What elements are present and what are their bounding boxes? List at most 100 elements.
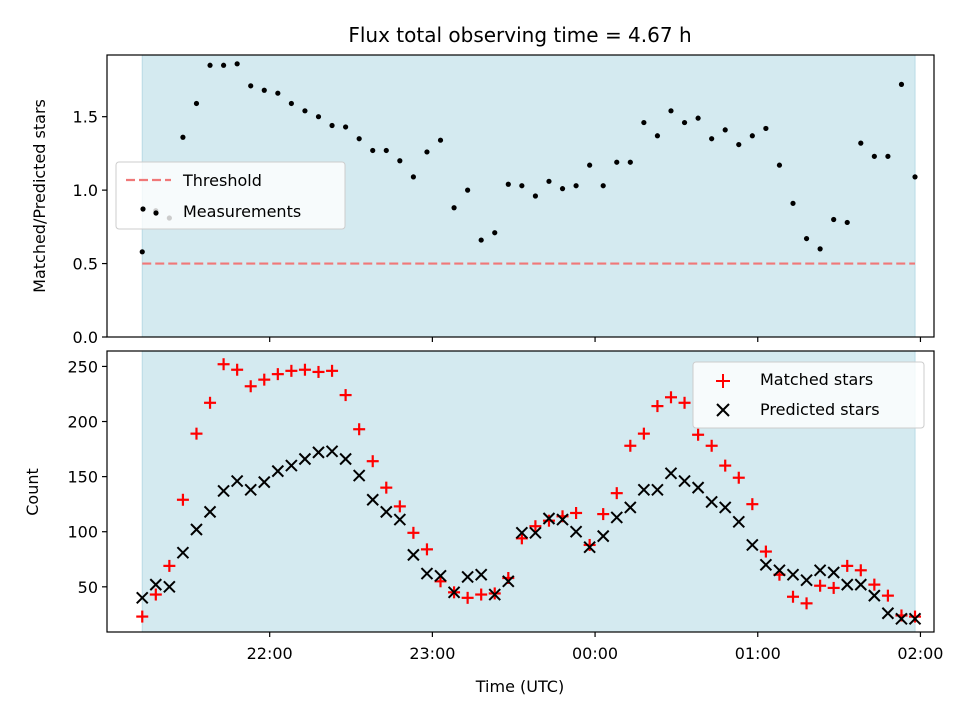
- top-y-ticks: 0.0 0.5 1.0 1.5: [73, 108, 107, 347]
- measurement-point: [776, 162, 783, 168]
- matched-star-point: [366, 455, 379, 468]
- matched-star-point: [746, 498, 759, 511]
- matched-star-point: [217, 358, 230, 371]
- measurement-point: [559, 186, 566, 192]
- measurement-point: [614, 159, 620, 165]
- matched-star-point: [190, 427, 203, 440]
- matched-star-point: [759, 545, 772, 558]
- predicted-star-point: [908, 612, 922, 625]
- measurement-point: [193, 100, 200, 107]
- predicted-stars-points: [136, 445, 922, 625]
- measurement-point: [207, 62, 213, 68]
- predicted-star-point: [176, 546, 190, 559]
- predicted-star-point: [407, 548, 420, 562]
- predicted-star-point: [461, 570, 474, 584]
- measurement-point: [410, 174, 416, 180]
- predicted-star-point: [217, 484, 230, 498]
- matched-star-point: [624, 439, 637, 452]
- measurement-point: [749, 133, 755, 139]
- predicted-star-point: [664, 467, 678, 480]
- predicted-star-point: [854, 578, 867, 591]
- predicted-star-point: [244, 483, 257, 497]
- measurement-point: [424, 149, 430, 155]
- legend-matched-label: Matched stars: [760, 370, 873, 389]
- predicted-star-point: [895, 612, 908, 625]
- measurement-point: [302, 108, 308, 114]
- matched-star-point: [407, 526, 420, 539]
- predicted-star-point: [271, 464, 285, 478]
- predicted-star-point: [881, 607, 895, 620]
- measurement-point: [343, 124, 349, 130]
- predicted-star-point: [298, 452, 312, 466]
- matched-star-point: [244, 380, 257, 393]
- bottom-y-tick-label: 200: [67, 413, 98, 432]
- matched-star-point: [176, 493, 189, 506]
- matched-star-point: [420, 543, 433, 556]
- legend-matched-swatch: [716, 374, 730, 388]
- measurement-point: [478, 237, 484, 243]
- measurement-point: [505, 181, 511, 187]
- predicted-star-point: [569, 525, 583, 538]
- top-y-tick-label: 1.5: [73, 108, 98, 127]
- predicted-star-point: [366, 493, 379, 506]
- predicted-star-point: [230, 474, 244, 488]
- predicted-star-point: [285, 459, 298, 472]
- predicted-star-point: [719, 501, 732, 514]
- bottom-plot-frame: [106, 350, 935, 633]
- predicted-star-point: [691, 481, 705, 494]
- matched-star-point: [461, 591, 474, 604]
- measurement-point: [871, 153, 877, 159]
- predicted-star-point: [542, 512, 556, 525]
- measurement-point: [681, 119, 688, 126]
- measurement-point: [492, 230, 498, 236]
- top-legend: Threshold Measurements: [115, 161, 346, 230]
- matched-star-point: [231, 363, 244, 376]
- predicted-star-point: [800, 574, 813, 587]
- predicted-star-point: [610, 511, 623, 524]
- matched-star-point: [393, 500, 406, 513]
- bottom-y-tick-label: 50: [78, 578, 98, 597]
- top-y-tick-label: 0.0: [73, 328, 98, 347]
- matched-star-point: [827, 581, 840, 594]
- measurement-point: [885, 153, 891, 159]
- matched-star-point: [868, 578, 881, 591]
- x-tick-label: 23:00: [409, 644, 455, 663]
- matched-star-point: [515, 532, 528, 545]
- matched-star-point: [149, 588, 162, 601]
- matched-star-point: [326, 364, 339, 377]
- matched-star-point: [258, 373, 271, 386]
- predicted-star-point: [190, 523, 203, 536]
- matched-star-point: [583, 538, 596, 551]
- predicted-star-point: [786, 568, 800, 581]
- measurement-point: [803, 235, 810, 242]
- predicted-star-point: [678, 474, 691, 488]
- matched-star-point: [597, 508, 610, 521]
- matched-star-point: [637, 427, 650, 440]
- measurement-point: [261, 87, 267, 93]
- bottom-legend-box: [692, 361, 925, 429]
- matched-star-point: [570, 506, 583, 519]
- measurement-point: [587, 162, 593, 168]
- measurement-point: [898, 81, 905, 87]
- measurement-point: [397, 158, 403, 164]
- x-tick-label: 01:00: [735, 644, 781, 663]
- x-tick-label: 22:00: [247, 644, 293, 663]
- legend-predicted-label: Predicted stars: [760, 400, 880, 419]
- measurement-point: [668, 108, 674, 114]
- matched-star-point: [881, 589, 894, 602]
- measurement-point: [356, 136, 362, 142]
- predicted-star-point: [325, 445, 339, 458]
- legend-predicted-swatch: [716, 403, 730, 417]
- predicted-star-point: [488, 588, 501, 601]
- matched-star-point: [841, 559, 854, 572]
- predicted-star-point: [841, 578, 854, 591]
- matched-star-point: [814, 579, 827, 592]
- x-axis-label: Time (UTC): [475, 677, 564, 696]
- matched-star-point: [692, 428, 705, 441]
- measurement-point: [329, 122, 335, 129]
- predicted-star-point: [732, 515, 745, 529]
- measurement-point: [763, 125, 769, 132]
- measurement-point: [139, 249, 145, 255]
- predicted-star-point: [380, 505, 393, 519]
- predicted-star-point: [583, 540, 596, 554]
